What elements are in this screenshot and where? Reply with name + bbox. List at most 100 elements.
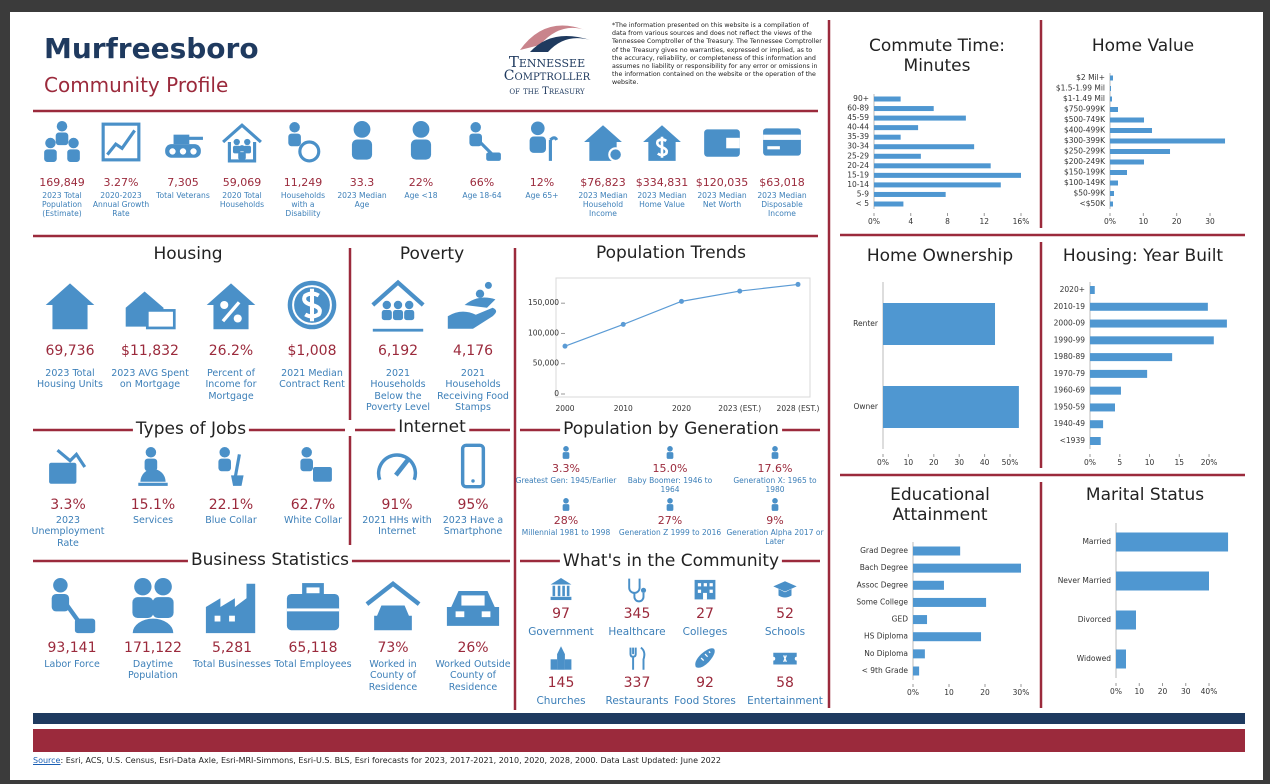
icon (410, 121, 432, 160)
icon-part (286, 608, 340, 612)
section-title: Types of Jobs (132, 419, 250, 440)
y-tick-label: No Diploma (864, 649, 908, 658)
icon (550, 646, 572, 670)
stat-value: 66% (469, 176, 495, 189)
x-tick-label: 20 (980, 688, 990, 697)
icon-part (214, 615, 221, 622)
y-tick-label: Some College (856, 597, 908, 606)
icon (376, 453, 418, 481)
stat-value: $1,008 (287, 343, 337, 359)
bar (1090, 302, 1208, 311)
stat-value: 5,281 (211, 640, 253, 656)
icon-part (394, 457, 411, 477)
icon-part (301, 447, 312, 458)
logo-swoosh (520, 25, 585, 50)
icon-part (288, 133, 301, 147)
bar (1110, 180, 1119, 186)
x-tick-label: 20 (929, 458, 939, 467)
icon-part (763, 128, 801, 156)
x-tick-label: 30% (1013, 688, 1030, 697)
stat-label: Percent of Income for Mortgage (205, 368, 257, 402)
icon-part (238, 152, 246, 160)
bar (874, 153, 921, 159)
icon-part (49, 462, 77, 484)
stat-value: 33.3 (349, 176, 375, 189)
y-tick-label: Grad Degree (860, 546, 908, 555)
x-tick-label: 4 (908, 217, 913, 226)
disclaimer: *The information presented on this websi… (612, 22, 822, 87)
x-tick-label: 2020 (672, 404, 691, 413)
y-tick-label: 60-89 (847, 104, 869, 113)
icon-part (56, 121, 68, 132)
source-link[interactable]: Source (33, 756, 61, 765)
stat-label: Healthcare (608, 626, 666, 638)
stat-value: 27 (696, 606, 714, 622)
bar (874, 134, 901, 140)
icon-part (484, 281, 492, 289)
stat-label: Entertainment (747, 695, 823, 707)
icon-part (640, 587, 647, 593)
x-tick-label: 0% (1110, 687, 1122, 696)
source-text: : Esri, ACS, U.S. Census, Esri-Data Axle… (60, 756, 721, 765)
bar (1090, 369, 1148, 378)
icon (771, 498, 779, 511)
icon (222, 123, 262, 163)
bar (913, 563, 1021, 573)
bar (1090, 403, 1115, 412)
bar (874, 96, 901, 102)
chart-title: Marital Status (1085, 485, 1205, 505)
icon-part (220, 300, 229, 310)
stat-value: 3.27% (103, 176, 139, 189)
bar (1110, 117, 1145, 123)
stat-label: Food Stores (674, 695, 736, 707)
stat-label: 2023 Unemployment Rate (31, 515, 105, 549)
icon-part (238, 145, 246, 152)
bar (1116, 532, 1229, 552)
stat-value: 27% (657, 514, 683, 527)
icon-part (481, 611, 491, 618)
band-navy (33, 713, 1245, 724)
stat-label: Blue Collar (205, 515, 257, 526)
bar (1110, 191, 1115, 196)
stat-value: 69,736 (45, 343, 95, 359)
stat-value: 58 (776, 675, 794, 691)
icon-part (374, 605, 412, 631)
chart-title: Home Ownership (866, 246, 1014, 266)
icon-part (529, 136, 546, 153)
icon-part (298, 140, 321, 163)
icon-part (233, 314, 242, 323)
icon-part (773, 581, 797, 592)
bar (1116, 571, 1209, 591)
stat-value: $76,823 (580, 176, 626, 189)
point (562, 343, 568, 349)
icon-part (455, 611, 465, 618)
point (620, 321, 626, 327)
icon-part (106, 129, 136, 156)
icon-part (726, 137, 740, 149)
icon-part (709, 583, 713, 587)
icon-part (772, 498, 778, 504)
icon-part (562, 452, 570, 459)
section-title: What's in the Community (559, 551, 783, 572)
icon-part (697, 583, 702, 587)
y-tick-label: $750-999K (1064, 105, 1106, 114)
icon-part (640, 646, 646, 670)
icon (101, 122, 141, 162)
bar (913, 615, 928, 625)
bar (913, 597, 987, 607)
x-tick-label: 10 (1145, 458, 1155, 467)
y-tick-label: $100-149K (1064, 178, 1106, 187)
x-tick-label: 20% (1201, 458, 1218, 467)
bar (883, 303, 996, 345)
stat-label: Generation Z 1999 to 2016 (618, 528, 722, 537)
footer: Source: Esri, ACS, U.S. Census, Esri-Dat… (33, 756, 721, 766)
stat-value: $11,832 (121, 343, 179, 359)
stat-value: 15.0% (652, 462, 688, 475)
section-title: Business Statistics (187, 550, 353, 571)
stat-label: Worked in County of Residence (368, 659, 418, 693)
icon-part (563, 446, 569, 452)
icon-part (763, 134, 801, 140)
icon-part (45, 137, 56, 149)
x-tick-label: 0% (907, 688, 919, 697)
